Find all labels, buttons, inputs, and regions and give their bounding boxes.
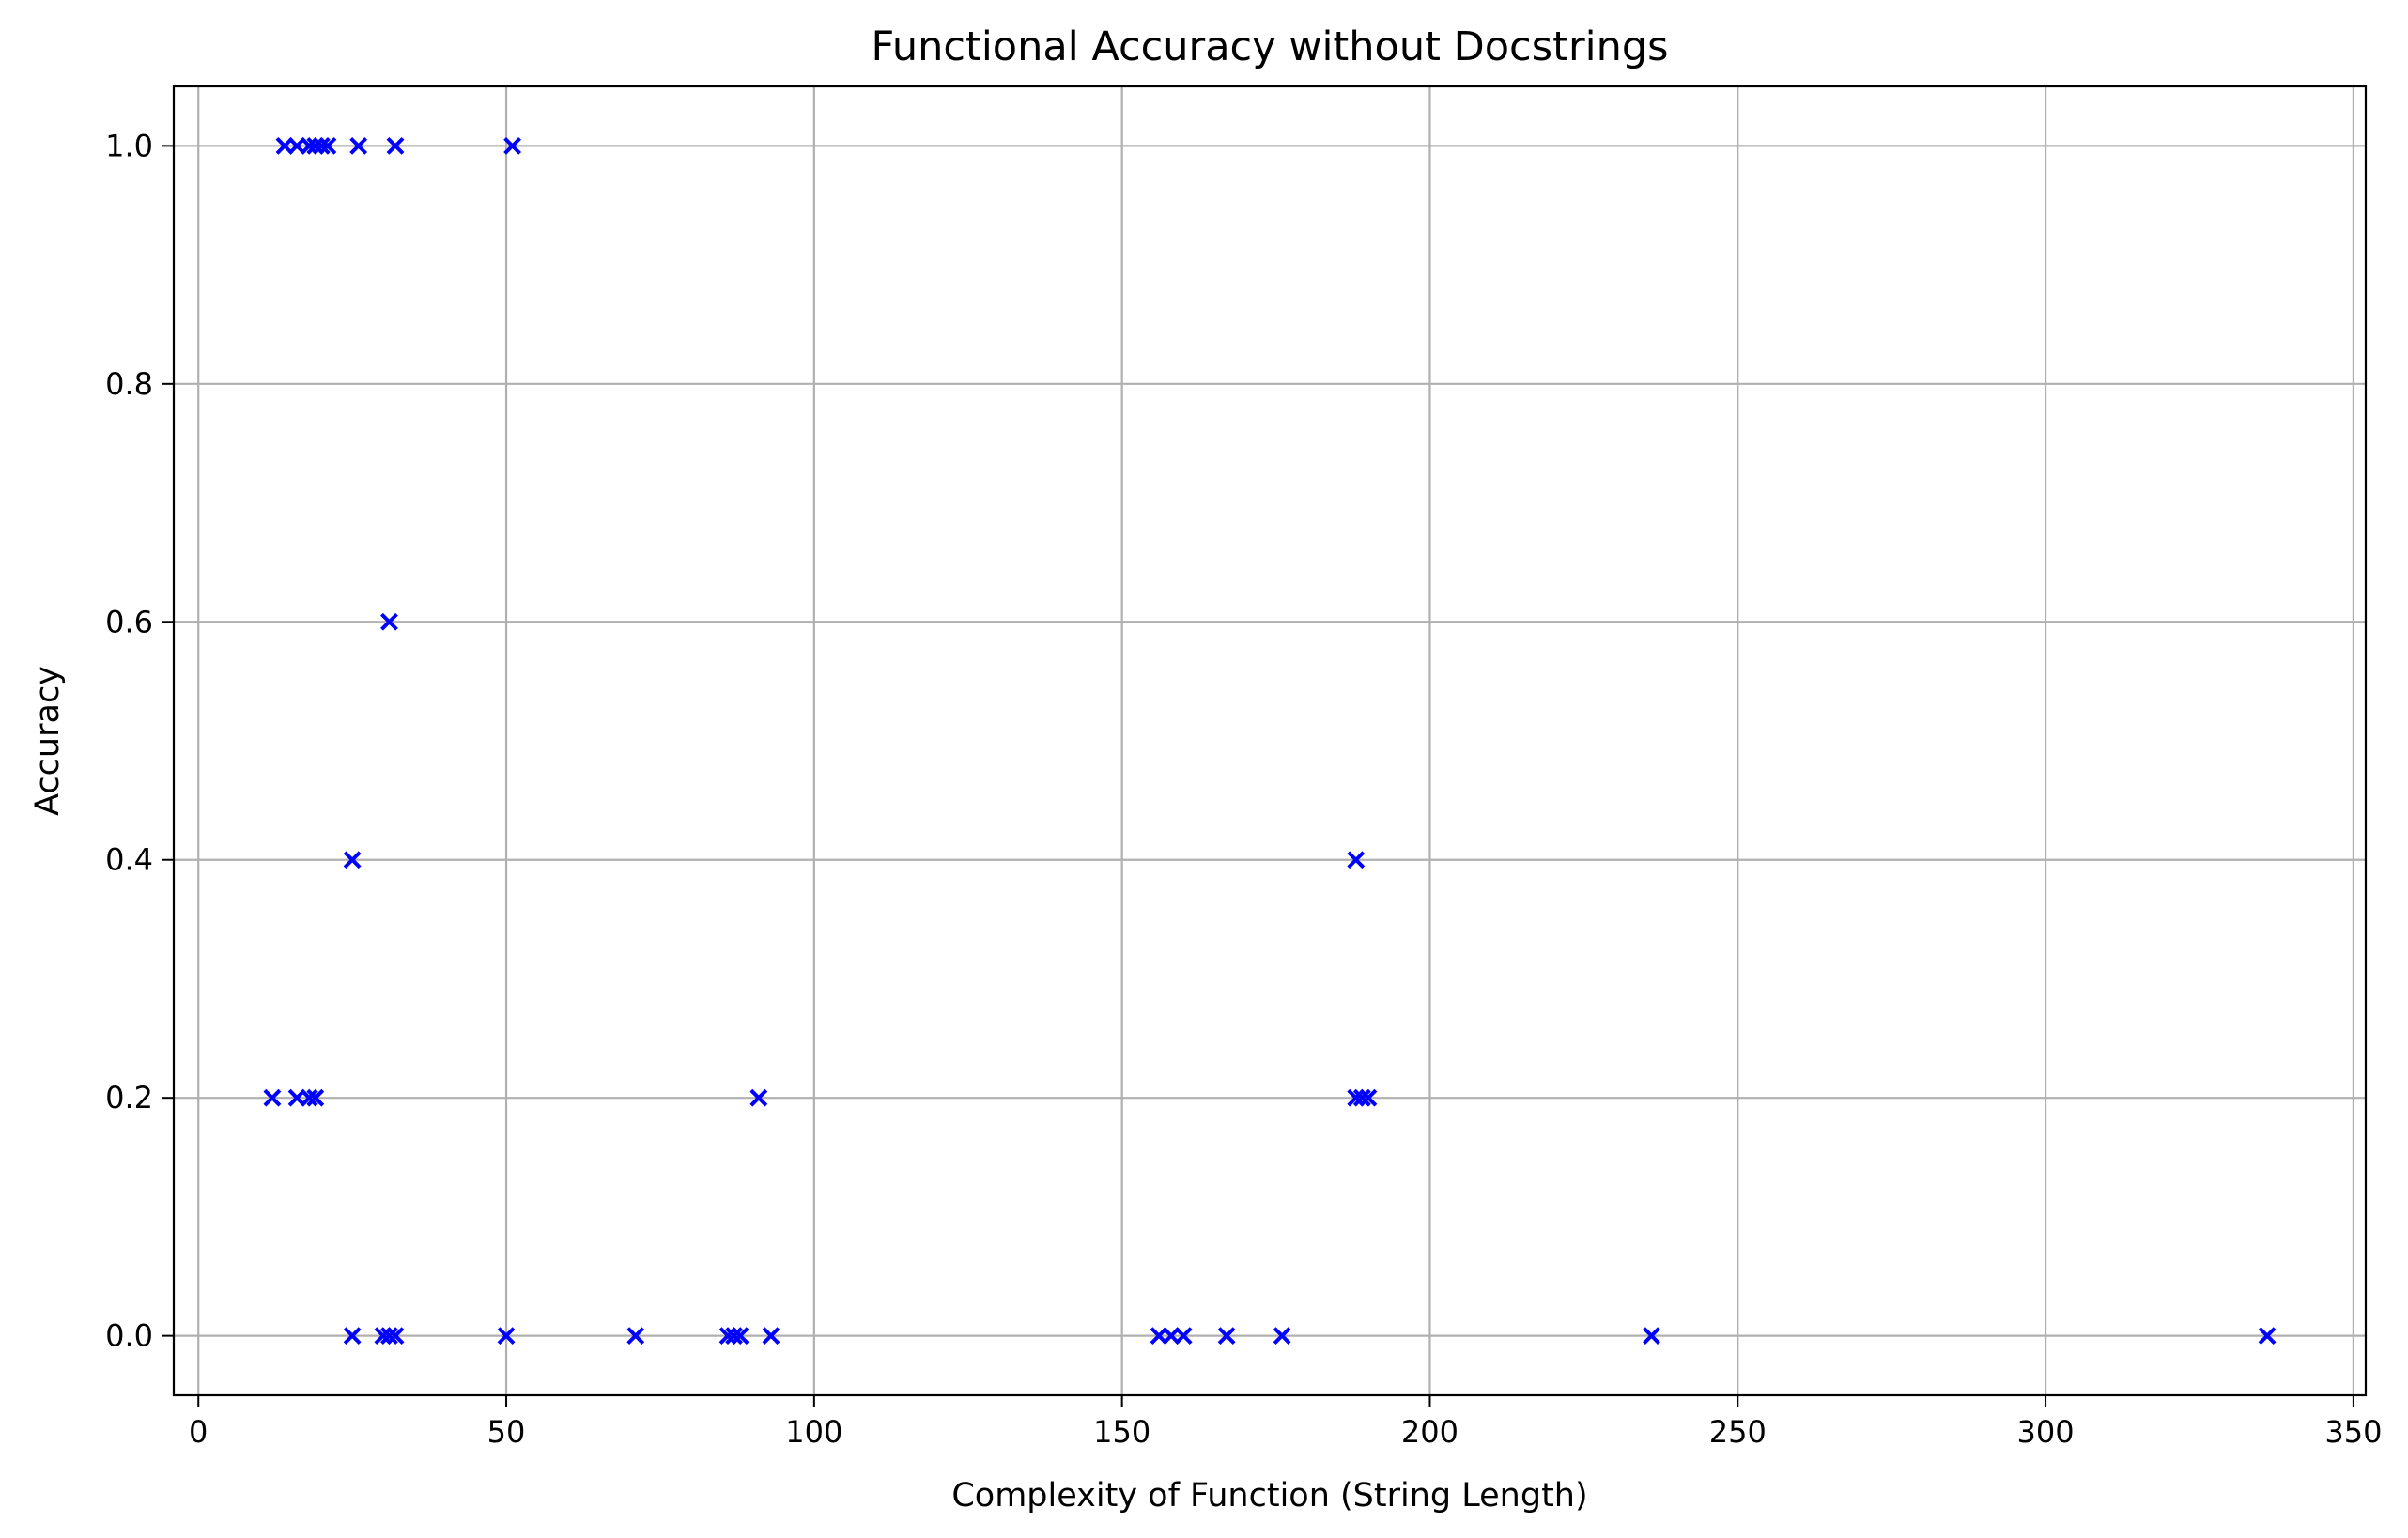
y-tick-label: 1.0 <box>105 128 153 163</box>
scatter-point <box>349 136 368 155</box>
scatter-point <box>343 851 362 869</box>
x-axis-label: Complexity of Function (String Length) <box>951 1477 1587 1515</box>
chart-title: Functional Accuracy without Docstrings <box>871 23 1668 70</box>
scatter-point <box>343 1327 362 1346</box>
scatter-point <box>1273 1327 1291 1346</box>
x-tick-label: 0 <box>189 1414 208 1450</box>
scatter-point <box>380 612 398 631</box>
scatter-point <box>725 1327 744 1346</box>
scatter-point <box>762 1327 780 1346</box>
scatter-point <box>300 1088 318 1107</box>
scatter-point <box>318 136 337 155</box>
x-tick-label: 150 <box>1093 1414 1150 1450</box>
y-tick-label: 0.4 <box>105 842 153 878</box>
scatter-point <box>312 136 331 155</box>
scatter-point <box>263 1088 282 1107</box>
scatter-point <box>1643 1327 1660 1346</box>
scatter-point <box>306 1088 325 1107</box>
y-tick-label: 0.2 <box>105 1080 153 1115</box>
plot-frame <box>172 85 2368 1397</box>
x-tick-label: 200 <box>1401 1414 1459 1450</box>
scatter-point <box>386 136 405 155</box>
scatter-point <box>1347 851 1366 869</box>
scatter-point <box>2258 1327 2277 1346</box>
scatter-point <box>386 1327 405 1346</box>
scatter-point <box>626 1327 645 1346</box>
scatter-point <box>1174 1327 1193 1346</box>
scatter-point <box>1352 1088 1371 1107</box>
x-tick-label: 250 <box>1709 1414 1767 1450</box>
x-tick-label: 100 <box>785 1414 842 1450</box>
y-tick-label: 0.0 <box>105 1318 153 1354</box>
scatter-point <box>749 1088 768 1107</box>
scatter-point <box>731 1327 749 1346</box>
y-tick-label: 0.6 <box>105 604 153 639</box>
scatter-point <box>497 1327 516 1346</box>
data-points <box>263 136 2277 1346</box>
scatter-point <box>1217 1327 1236 1346</box>
y-axis-label: Accuracy <box>29 666 67 816</box>
axis-ticks: 0 50 100 150 200 250 300 350 0.0 0.2 0.4 0.6 0.8 1.0 <box>105 128 2382 1450</box>
y-tick-label: 0.8 <box>105 366 153 402</box>
scatter-point <box>380 1327 398 1346</box>
x-tick-label: 350 <box>2324 1414 2382 1450</box>
scatter-point <box>1359 1088 1378 1107</box>
scatter-point <box>503 136 522 155</box>
grid-lines <box>174 86 2366 1395</box>
x-tick-label: 300 <box>2017 1414 2075 1450</box>
x-tick-label: 50 <box>487 1414 526 1450</box>
